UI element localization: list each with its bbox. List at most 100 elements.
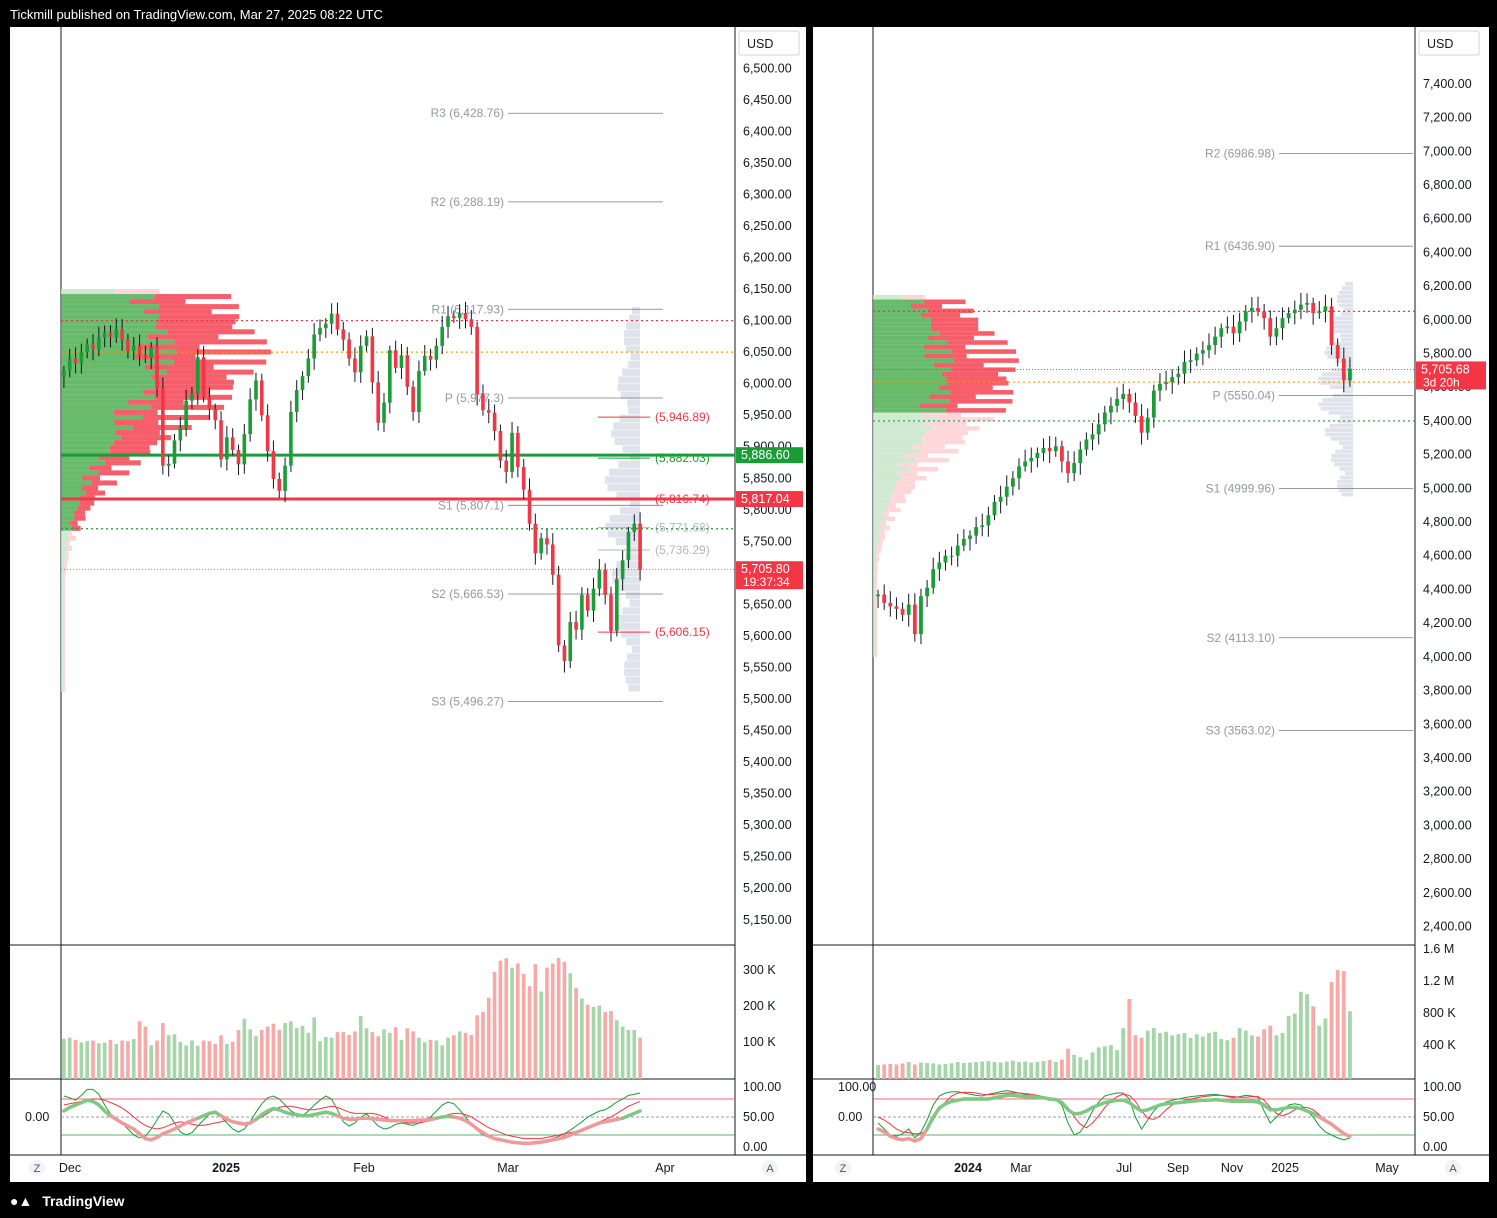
candle-body (603, 569, 607, 595)
session-profile-bar (1318, 402, 1353, 407)
candle-body (1066, 461, 1070, 474)
volume-profile-up-bar (61, 379, 157, 385)
candle-body (1170, 377, 1175, 383)
candle-body (492, 412, 497, 431)
auto-scale-button-circle (1445, 1160, 1461, 1176)
volume-bar (1335, 969, 1340, 1079)
volume-profile-down-bar (63, 571, 66, 577)
candle-body (955, 545, 960, 556)
candle-body (539, 538, 543, 554)
session-profile-bar (1322, 398, 1353, 402)
volume-profile-down-bar (63, 641, 65, 647)
session-profile-bar (631, 645, 640, 653)
session-profile-bar (629, 314, 640, 322)
volume-bar (1017, 1062, 1021, 1079)
price-tick-label: 4,400.00 (1423, 582, 1472, 596)
candle-body (335, 313, 340, 330)
volume-profile-up-bar (873, 417, 940, 422)
price-tick-label: 5,400.00 (1423, 414, 1472, 428)
volume-profile-up-bar (61, 626, 64, 632)
volume-bar (1219, 1039, 1224, 1079)
volume-profile-down-bar (885, 516, 896, 522)
session-profile-bar (1334, 462, 1353, 467)
chart-panel-right[interactable]: USD 7,400.00 7,200.00 7,000.00 6,800.00 6,600… (813, 27, 1489, 1182)
candle-body (1164, 382, 1168, 384)
volume-profile-up-bar (61, 414, 143, 420)
candle-body (254, 380, 258, 400)
volume-profile-down-bar (65, 555, 69, 562)
volume-bar (937, 1064, 942, 1079)
volume-bar (277, 1030, 282, 1079)
volume-profile-down-bar (69, 535, 77, 541)
candle-body (1182, 361, 1187, 374)
candle-body (469, 319, 474, 327)
volume-profile-down-bar (63, 681, 65, 687)
candle-body (1348, 368, 1352, 381)
price-tick-label: 5,550.00 (743, 660, 792, 674)
candle-body (876, 594, 880, 597)
chart-left-svg[interactable]: USD 6,500.00 6,450.00 6,400.00 6,350.00 6,300… (10, 27, 806, 1182)
price-tag-label: 5,705.68 (1421, 362, 1470, 376)
volume-profile-down-bar (910, 304, 943, 309)
candle-body (1299, 304, 1303, 310)
volume-profile-up-bar (873, 435, 923, 440)
volume-bar (1170, 1035, 1175, 1079)
volume-bar (1127, 999, 1132, 1079)
session-profile-bar (1318, 376, 1353, 381)
volume-profile-up-bar (61, 450, 111, 456)
volume-profile-up-bar (61, 490, 86, 496)
candle-body (906, 604, 911, 615)
volume-bar (876, 1064, 880, 1079)
price-tick-label: 3,400.00 (1423, 751, 1472, 765)
time-tick-label: Sep (1167, 1161, 1189, 1175)
candle-body (1121, 393, 1126, 400)
candle-body (201, 357, 206, 398)
candle-body (73, 358, 78, 364)
volume-bar (178, 1041, 183, 1079)
session-profile-bar (1336, 299, 1353, 303)
volume-bar (422, 1042, 427, 1079)
chart-panel-left[interactable]: USD 6,500.00 6,450.00 6,400.00 6,350.00 6,300… (10, 27, 806, 1182)
volume-profile-up-bar (873, 638, 876, 644)
volume-profile-up-bar (873, 620, 876, 626)
volume-profile-down-bar (928, 308, 974, 314)
volume-bar (120, 1040, 124, 1079)
session-profile-bar (607, 530, 640, 538)
price-tick-label: 3,800.00 (1423, 684, 1472, 698)
session-profile-bar (632, 307, 640, 315)
volume-bar (1072, 1054, 1077, 1079)
session-profile-bar (1342, 286, 1353, 291)
volume-profile-down-bar (951, 367, 1016, 372)
price-tick-label: 5,300.00 (743, 818, 792, 832)
candle-body (521, 466, 526, 490)
candle-body (1262, 311, 1267, 319)
volume-bar (452, 1035, 456, 1079)
volume-bar (242, 1018, 247, 1079)
chart-right-svg[interactable]: USD 7,400.00 7,200.00 7,000.00 6,800.00 6,600… (813, 27, 1489, 1182)
volume-profile-up-bar (61, 555, 66, 562)
candle-body (900, 608, 905, 615)
volume-bar (271, 1023, 276, 1079)
volume-bar (1188, 1037, 1193, 1079)
volume-bar (1182, 1032, 1187, 1079)
volume-profile-up-bar (873, 539, 879, 544)
session-profile-bar (625, 676, 640, 684)
volume-profile-up-bar (873, 349, 952, 354)
volume-bar (434, 1040, 439, 1079)
volume-profile-up-bar (61, 581, 64, 587)
volume-bar (638, 1037, 642, 1079)
volume-profile-down-bar (154, 294, 232, 300)
volume-bar (149, 1045, 154, 1079)
session-profile-bar (1335, 449, 1353, 454)
volume-profile-down-bar (63, 666, 65, 672)
volume-bar (1280, 1032, 1285, 1079)
volume-profile-up-bar (873, 313, 921, 318)
candle-body (1090, 434, 1095, 440)
candle-body (1133, 402, 1138, 416)
volume-profile-up-bar (873, 408, 947, 413)
candle-body (178, 427, 183, 441)
volume-bar (388, 1032, 392, 1079)
volume-profile-down-bar (65, 540, 70, 546)
volume-bar (143, 1026, 148, 1079)
volume-profile-up-bar (61, 364, 145, 370)
